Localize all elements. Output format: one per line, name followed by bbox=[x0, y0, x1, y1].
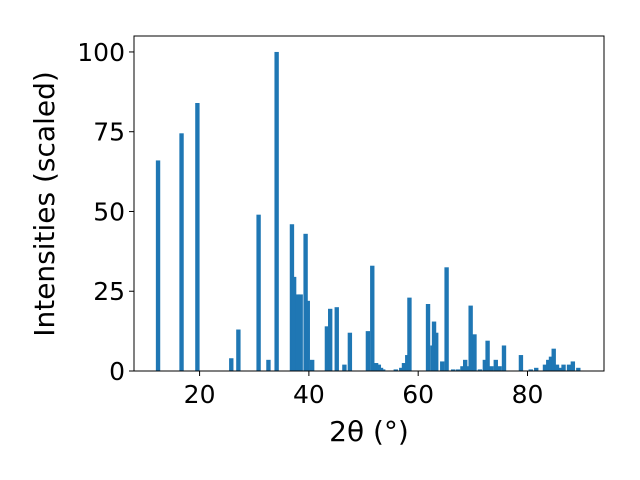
bar bbox=[342, 364, 347, 371]
bar bbox=[425, 304, 431, 371]
bar bbox=[460, 366, 465, 371]
bar bbox=[393, 369, 398, 371]
bar bbox=[298, 294, 303, 371]
bar bbox=[195, 103, 200, 371]
bar bbox=[365, 331, 371, 371]
bar bbox=[381, 369, 386, 371]
x-tick-label: 80 bbox=[512, 380, 544, 409]
bar bbox=[376, 364, 382, 371]
bar bbox=[566, 364, 572, 371]
bar bbox=[542, 364, 548, 371]
bar bbox=[534, 367, 539, 371]
y-tick-label: 25 bbox=[93, 277, 125, 306]
bar bbox=[236, 329, 241, 371]
bar bbox=[558, 367, 564, 371]
plot-frame bbox=[133, 35, 605, 372]
bar bbox=[179, 133, 184, 371]
bar bbox=[466, 366, 471, 371]
y-tick-label: 75 bbox=[93, 118, 125, 147]
y-tick-label: 50 bbox=[93, 197, 125, 226]
bar bbox=[546, 359, 551, 371]
bar bbox=[256, 214, 261, 371]
bar bbox=[309, 359, 315, 371]
bar bbox=[155, 160, 161, 371]
x-axis-ticks: 20 40 60 80 bbox=[184, 371, 544, 409]
bar bbox=[485, 340, 490, 371]
bar bbox=[373, 363, 379, 371]
bar bbox=[469, 348, 474, 371]
bar-series bbox=[155, 51, 581, 371]
bar bbox=[444, 267, 449, 371]
bar bbox=[518, 355, 524, 371]
bar bbox=[405, 355, 410, 371]
bar bbox=[472, 334, 477, 371]
bar bbox=[291, 276, 297, 371]
bar bbox=[455, 369, 461, 371]
bar bbox=[548, 356, 554, 371]
bar bbox=[570, 361, 576, 371]
bar bbox=[324, 326, 330, 371]
x-tick-label: 60 bbox=[402, 380, 434, 409]
bar bbox=[463, 359, 468, 371]
bar bbox=[399, 367, 404, 371]
bar bbox=[497, 366, 502, 371]
bar bbox=[450, 369, 456, 371]
bar bbox=[501, 345, 507, 371]
bar bbox=[468, 305, 473, 371]
bar bbox=[477, 369, 483, 371]
bar bbox=[434, 332, 439, 371]
bar bbox=[440, 361, 445, 371]
x-tick-label: 40 bbox=[293, 380, 325, 409]
bar bbox=[482, 359, 488, 371]
x-axis-label: 2θ (°) bbox=[329, 415, 409, 448]
y-tick-label: 0 bbox=[109, 357, 125, 386]
bar bbox=[489, 366, 494, 371]
bar bbox=[401, 363, 407, 371]
bar bbox=[528, 369, 533, 371]
bar bbox=[266, 359, 271, 371]
bar bbox=[561, 364, 566, 371]
bar bbox=[370, 265, 375, 371]
y-tick-label: 100 bbox=[77, 38, 125, 67]
bar bbox=[493, 359, 498, 371]
bar bbox=[576, 367, 581, 371]
y-axis-label: Intensities (scaled) bbox=[28, 71, 61, 337]
bar bbox=[347, 332, 353, 371]
bar bbox=[551, 348, 556, 371]
bar bbox=[295, 294, 300, 371]
bar bbox=[334, 307, 339, 371]
y-axis-ticks: 0 25 50 75 100 bbox=[77, 38, 134, 386]
bar bbox=[554, 364, 560, 371]
bar bbox=[305, 300, 310, 371]
bar bbox=[229, 358, 234, 371]
bar bbox=[328, 308, 333, 371]
bar bbox=[407, 297, 412, 371]
bar bbox=[274, 51, 279, 371]
x-tick-label: 20 bbox=[184, 380, 216, 409]
